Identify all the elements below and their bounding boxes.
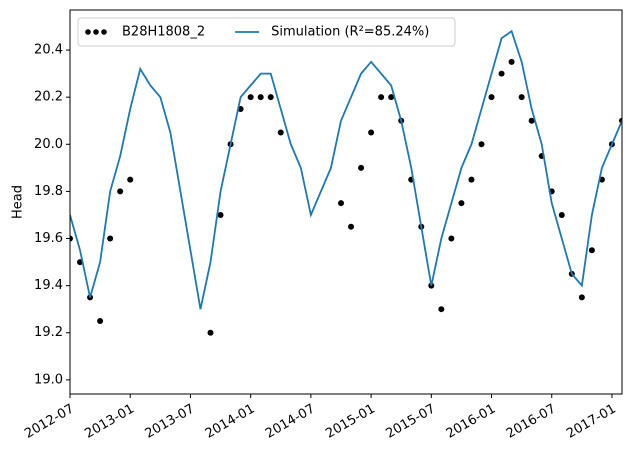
observation-dot bbox=[207, 329, 214, 336]
legend-marker bbox=[85, 29, 91, 35]
y-tick-label: 20.0 bbox=[34, 137, 63, 152]
plot-area bbox=[70, 29, 622, 336]
observation-dot bbox=[97, 317, 104, 324]
observation-dot bbox=[348, 223, 355, 230]
observation-dot bbox=[588, 247, 595, 254]
x-tick-label: 2013-01 bbox=[82, 402, 137, 442]
x-tick-label: 2017-01 bbox=[564, 402, 619, 442]
observation-dot bbox=[277, 129, 284, 136]
observation-dot bbox=[217, 211, 224, 218]
observation-dot bbox=[558, 211, 565, 218]
legend-marker bbox=[101, 29, 107, 35]
y-tick-label: 19.0 bbox=[34, 372, 63, 387]
y-tick-label: 20.4 bbox=[34, 43, 63, 58]
x-tick-label: 2016-07 bbox=[504, 402, 559, 442]
observation-dot bbox=[257, 94, 264, 101]
observation-dot bbox=[378, 94, 385, 101]
x-tick-label: 2015-07 bbox=[384, 402, 439, 442]
observation-dot bbox=[127, 176, 134, 183]
simulation-line bbox=[70, 29, 622, 310]
legend-marker bbox=[93, 29, 99, 35]
observation-dot bbox=[458, 200, 465, 207]
observation-dot bbox=[498, 70, 505, 77]
y-tick-label: 19.8 bbox=[34, 184, 63, 199]
plot-frame bbox=[69, 9, 623, 395]
observation-dot bbox=[388, 94, 395, 101]
x-tick-label: 2015-01 bbox=[323, 402, 378, 442]
observation-dot bbox=[337, 200, 344, 207]
observation-dot bbox=[468, 176, 475, 183]
observation-dot bbox=[247, 94, 254, 101]
observation-dot bbox=[478, 141, 485, 148]
legend: B28H1808_2 Simulation (R²=85.24%) bbox=[77, 17, 456, 47]
observation-dot bbox=[488, 94, 495, 101]
observation-dot bbox=[448, 235, 455, 242]
observation-dot bbox=[518, 94, 525, 101]
y-tick-label: 19.4 bbox=[34, 278, 63, 293]
y-tick-label: 19.6 bbox=[34, 231, 63, 246]
observation-dot bbox=[117, 188, 124, 195]
observation-dot bbox=[368, 129, 375, 136]
y-tick-label: 19.2 bbox=[34, 325, 63, 340]
legend-box bbox=[77, 17, 456, 47]
observation-dot bbox=[70, 235, 73, 242]
x-tick-label: 2013-07 bbox=[143, 402, 198, 442]
observation-dot bbox=[508, 58, 515, 65]
y-tick-label: 20.2 bbox=[34, 90, 63, 105]
observation-dot bbox=[528, 117, 535, 124]
legend-label: B28H1808_2 bbox=[122, 25, 205, 40]
x-tick-label: 2014-07 bbox=[263, 402, 318, 442]
observation-dot bbox=[438, 306, 445, 313]
legend-label: Simulation (R²=85.24%) bbox=[271, 25, 429, 40]
observation-dot bbox=[358, 164, 365, 171]
x-tick-label: 2012-07 bbox=[22, 402, 77, 442]
y-axis-label: Head bbox=[11, 185, 26, 219]
x-tick-label: 2016-01 bbox=[444, 402, 499, 442]
observation-dot bbox=[107, 235, 114, 242]
observation-dot bbox=[578, 294, 585, 301]
observation-dot bbox=[267, 94, 274, 101]
x-tick-label: 2014-01 bbox=[203, 402, 258, 442]
